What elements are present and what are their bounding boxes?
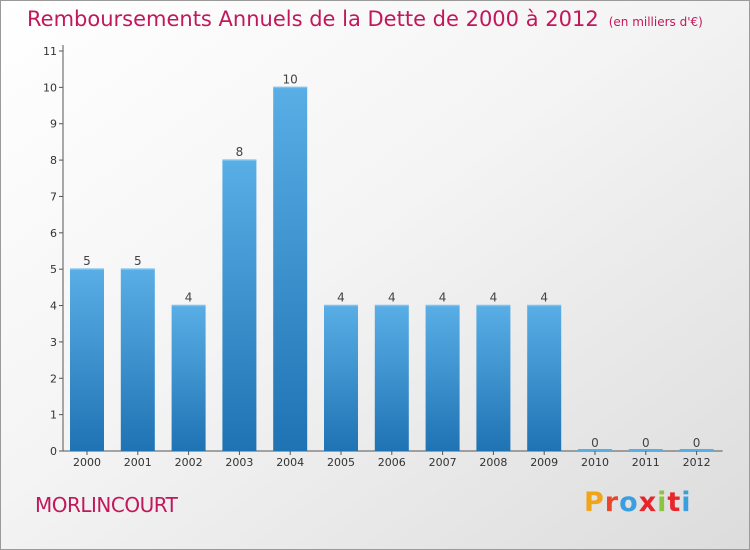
x-tick-label: 2007 bbox=[429, 456, 457, 469]
logo-letter: i bbox=[657, 487, 668, 518]
logo-letter: r bbox=[604, 487, 620, 518]
x-tick-label: 2003 bbox=[225, 456, 253, 469]
bar bbox=[273, 87, 308, 451]
chart-bars bbox=[70, 86, 714, 451]
y-tick-label: 4 bbox=[50, 300, 57, 313]
y-tick-label: 10 bbox=[43, 81, 57, 94]
logo-letter: o bbox=[619, 487, 639, 518]
x-tick-label: 2011 bbox=[632, 456, 660, 469]
y-tick-label: 0 bbox=[50, 445, 57, 458]
bar-value-label: 0 bbox=[693, 436, 701, 450]
x-tick-label: 2002 bbox=[175, 456, 203, 469]
y-tick-label: 5 bbox=[50, 263, 57, 276]
title-unit: (en milliers d'€) bbox=[608, 15, 703, 29]
y-tick-label: 1 bbox=[50, 409, 57, 422]
bar-value-label: 4 bbox=[388, 291, 396, 305]
y-tick-label: 11 bbox=[43, 45, 57, 58]
title-text: Remboursements Annuels de la Dette de 20… bbox=[27, 7, 599, 31]
y-tick-label: 3 bbox=[50, 336, 57, 349]
y-tick-label: 6 bbox=[50, 227, 57, 240]
proxiti-logo: Proxiti bbox=[584, 487, 692, 518]
bar bbox=[679, 449, 714, 451]
bar-value-label: 10 bbox=[283, 72, 298, 86]
y-tick-label: 8 bbox=[50, 154, 57, 167]
bar bbox=[374, 305, 409, 451]
bar-value-label: 0 bbox=[642, 436, 650, 450]
bar-value-label: 4 bbox=[337, 291, 345, 305]
x-tick-label: 2010 bbox=[581, 456, 609, 469]
x-tick-label: 2008 bbox=[479, 456, 507, 469]
bar bbox=[628, 449, 663, 451]
x-tick-label: 2012 bbox=[683, 456, 711, 469]
bar bbox=[476, 305, 511, 451]
x-tick-label: 2009 bbox=[530, 456, 558, 469]
bar bbox=[222, 160, 257, 451]
chart-labels: 0 1 2 3 4 5 6 7 8 9 10 11 2000 5 2001 5 2002 4 2003 8 2004 10… bbox=[43, 45, 711, 469]
y-tick-label: 2 bbox=[50, 372, 57, 385]
y-tick-label: 9 bbox=[50, 118, 57, 131]
bar bbox=[425, 305, 460, 451]
x-tick-label: 2006 bbox=[378, 456, 406, 469]
bar-value-label: 5 bbox=[83, 254, 91, 268]
logo-letter: t bbox=[667, 487, 682, 518]
bar bbox=[324, 305, 358, 451]
x-tick-label: 2001 bbox=[124, 456, 152, 469]
bar-value-label: 0 bbox=[591, 436, 599, 450]
bar bbox=[527, 305, 562, 451]
bar-value-label: 4 bbox=[439, 291, 447, 305]
x-tick-label: 2004 bbox=[276, 456, 304, 469]
bar-value-label: 8 bbox=[236, 145, 244, 159]
x-tick-label: 2005 bbox=[327, 456, 355, 469]
logo-letter: P bbox=[584, 487, 605, 518]
commune-name: MORLINCOURT bbox=[35, 493, 178, 517]
logo-letter: i bbox=[681, 487, 692, 518]
bar-value-label: 4 bbox=[540, 291, 548, 305]
bar bbox=[171, 305, 206, 451]
bar bbox=[120, 269, 155, 451]
bar-value-label: 5 bbox=[134, 254, 142, 268]
chart-title: Remboursements Annuels de la Dette de 20… bbox=[27, 7, 703, 31]
bar bbox=[578, 449, 612, 451]
x-tick-label: 2000 bbox=[73, 456, 101, 469]
y-tick-label: 7 bbox=[50, 190, 57, 203]
logo-letter: x bbox=[638, 487, 658, 518]
bar-value-label: 4 bbox=[490, 291, 498, 305]
bar bbox=[70, 269, 104, 451]
bar-value-label: 4 bbox=[185, 291, 193, 305]
